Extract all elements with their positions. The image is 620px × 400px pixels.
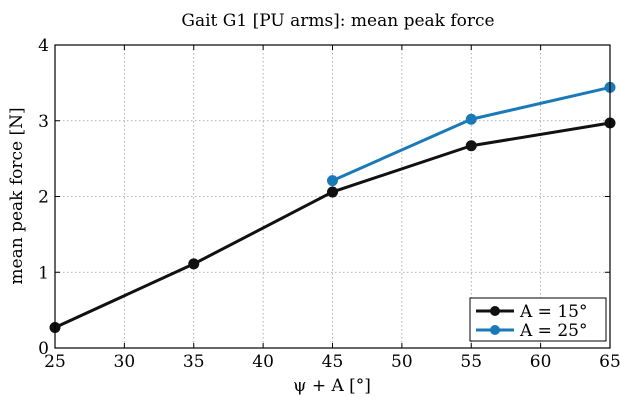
legend-swatch-marker xyxy=(490,306,500,316)
y-tick-label: 4 xyxy=(38,36,49,56)
x-axis-label: ψ + A [°] xyxy=(293,376,371,396)
chart-title: Gait G1 [PU arms]: mean peak force xyxy=(181,11,494,31)
legend-label: A = 25° xyxy=(519,321,587,341)
series-group xyxy=(49,81,616,334)
plot-frame xyxy=(54,44,611,349)
y-tick-label: 3 xyxy=(38,112,49,132)
axis-ticks: 25 30 35 40 45 50 55 60 65 0 1 2 3 4 xyxy=(38,36,620,372)
x-tick-label: 25 xyxy=(44,352,66,372)
y-tick-label: 2 xyxy=(38,188,49,208)
data-point xyxy=(465,113,477,125)
x-tick-label: 55 xyxy=(460,352,482,372)
x-tick-label: 50 xyxy=(391,352,413,372)
y-tick-label: 0 xyxy=(38,339,49,359)
x-tick-label: 60 xyxy=(530,352,552,372)
data-point xyxy=(188,258,200,270)
legend: A = 15°A = 25° xyxy=(469,297,607,342)
x-tick-label: 40 xyxy=(252,352,274,372)
x-tick-label: 30 xyxy=(114,352,136,372)
data-point xyxy=(327,175,338,187)
data-point xyxy=(327,186,338,198)
y-tick-label: 1 xyxy=(38,263,49,283)
data-point xyxy=(465,140,477,152)
x-tick-label: 35 xyxy=(183,352,205,372)
x-tick-label: 65 xyxy=(599,352,620,372)
x-tick-label: 45 xyxy=(322,352,344,372)
legend-label: A = 15° xyxy=(519,302,587,322)
y-axis-label: mean peak force [N] xyxy=(7,107,27,284)
legend-swatch-marker xyxy=(490,325,500,335)
